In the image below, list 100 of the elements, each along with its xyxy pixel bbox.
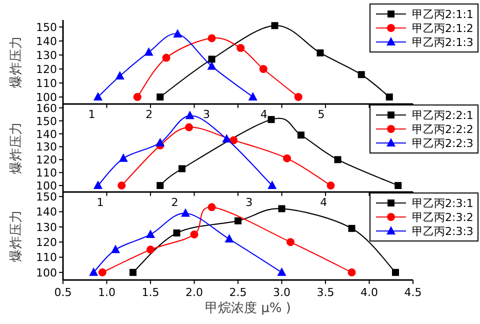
point bbox=[278, 205, 286, 212]
point bbox=[208, 34, 216, 42]
point bbox=[358, 71, 365, 78]
legend-label: 甲乙丙2:3:1 bbox=[412, 197, 474, 210]
x2-tick-label: 5 bbox=[318, 108, 325, 121]
point bbox=[173, 229, 180, 236]
point bbox=[230, 136, 238, 144]
point bbox=[348, 224, 356, 232]
y-tick-label: 140 bbox=[36, 128, 57, 141]
y-axis-title: 爆炸压力 bbox=[9, 122, 24, 174]
point bbox=[133, 93, 142, 101]
x2-tick-label: 3 bbox=[246, 196, 253, 209]
legend-label: 甲乙丙2:2:2 bbox=[412, 123, 474, 136]
point bbox=[146, 229, 155, 238]
point bbox=[334, 156, 342, 164]
x2-tick-label: 4 bbox=[320, 196, 328, 209]
point bbox=[130, 268, 136, 276]
legend-label: 甲乙丙2:2:3 bbox=[412, 137, 474, 150]
y-tick-label: 150 bbox=[36, 114, 57, 128]
x2-tick-label: 1 bbox=[96, 196, 104, 209]
x2-tick-label: 2 bbox=[171, 196, 178, 209]
legend-label: 甲乙丙2:1:2 bbox=[412, 22, 474, 35]
point bbox=[208, 56, 216, 63]
y-tick-label: 130 bbox=[36, 140, 57, 154]
point bbox=[316, 49, 324, 56]
x-tick-label: 1.5 bbox=[142, 286, 160, 299]
point bbox=[234, 217, 242, 224]
legend-label: 甲乙丙2:1:3 bbox=[412, 36, 474, 49]
x-tick-label: 0.5 bbox=[54, 286, 72, 299]
point bbox=[94, 180, 102, 190]
point bbox=[89, 267, 98, 276]
point bbox=[394, 182, 402, 190]
point bbox=[298, 132, 304, 139]
y-tick-label: 120 bbox=[36, 236, 57, 250]
legend-label: 甲乙丙2:3:3 bbox=[412, 225, 474, 238]
point bbox=[283, 154, 291, 162]
point bbox=[294, 93, 302, 101]
x-tick-label: 4.5 bbox=[404, 286, 422, 299]
legend-label: 甲乙丙2:2:1 bbox=[412, 109, 474, 122]
point bbox=[259, 65, 268, 73]
point bbox=[277, 267, 286, 276]
point bbox=[111, 244, 120, 254]
point bbox=[178, 165, 186, 172]
point bbox=[185, 110, 194, 120]
point bbox=[326, 182, 335, 190]
point bbox=[286, 238, 294, 246]
point bbox=[208, 203, 216, 212]
y-tick-label: 120 bbox=[36, 63, 57, 76]
y-axis-title: 爆炸压力 bbox=[9, 210, 24, 262]
x-tick-label: 3.5 bbox=[316, 286, 334, 299]
legend-label: 甲乙丙2:1:1 bbox=[412, 8, 474, 21]
y-tick-label: 120 bbox=[36, 154, 57, 167]
y-tick-label: 140 bbox=[36, 35, 57, 48]
point bbox=[156, 138, 165, 146]
y-tick-label: 100 bbox=[36, 91, 57, 104]
x2-tick-label: 1 bbox=[88, 108, 96, 121]
point bbox=[173, 29, 182, 38]
x2-tick-label: 2 bbox=[146, 108, 153, 121]
y-tick-label: 160 bbox=[36, 102, 57, 115]
y-tick-label: 130 bbox=[36, 49, 57, 62]
point bbox=[118, 153, 128, 162]
point bbox=[185, 123, 193, 132]
point bbox=[156, 94, 164, 100]
point bbox=[98, 268, 106, 276]
point bbox=[392, 268, 399, 276]
point bbox=[271, 22, 278, 30]
y-tick-label: 100 bbox=[36, 266, 57, 280]
y-tick-label: 110 bbox=[36, 77, 57, 90]
point bbox=[207, 61, 216, 70]
x-axis-title: 甲烷浓度 μ% ) bbox=[205, 300, 291, 316]
x-tick-label: 2.0 bbox=[186, 286, 203, 299]
point bbox=[162, 54, 170, 62]
legend-label: 甲乙丙2:3:2 bbox=[412, 211, 474, 224]
point bbox=[268, 180, 277, 190]
x-tick-label: 3.0 bbox=[273, 286, 290, 299]
y-tick-label: 150 bbox=[36, 21, 57, 34]
point bbox=[118, 182, 126, 190]
point bbox=[181, 208, 190, 217]
point bbox=[222, 134, 232, 142]
y-tick-label: 130 bbox=[36, 220, 57, 234]
x-tick-label: 4.0 bbox=[360, 286, 378, 299]
x-tick-label: 1.0 bbox=[98, 286, 116, 299]
point bbox=[348, 268, 356, 276]
point bbox=[248, 92, 258, 100]
y-tick-label: 110 bbox=[36, 166, 57, 180]
point bbox=[146, 246, 154, 254]
point bbox=[144, 47, 154, 56]
y-axis-title: 爆炸压力 bbox=[9, 36, 24, 88]
y-tick-label: 150 bbox=[36, 190, 57, 204]
y-tick-label: 110 bbox=[36, 251, 57, 264]
point bbox=[94, 92, 102, 100]
x2-tick-label: 4 bbox=[260, 108, 268, 121]
point bbox=[386, 94, 393, 100]
point bbox=[156, 182, 164, 190]
point bbox=[268, 116, 275, 124]
x2-tick-label: 3 bbox=[202, 108, 210, 121]
point bbox=[115, 71, 124, 80]
point bbox=[236, 44, 245, 52]
point bbox=[190, 230, 198, 238]
x-tick-label: 2.5 bbox=[229, 286, 247, 299]
